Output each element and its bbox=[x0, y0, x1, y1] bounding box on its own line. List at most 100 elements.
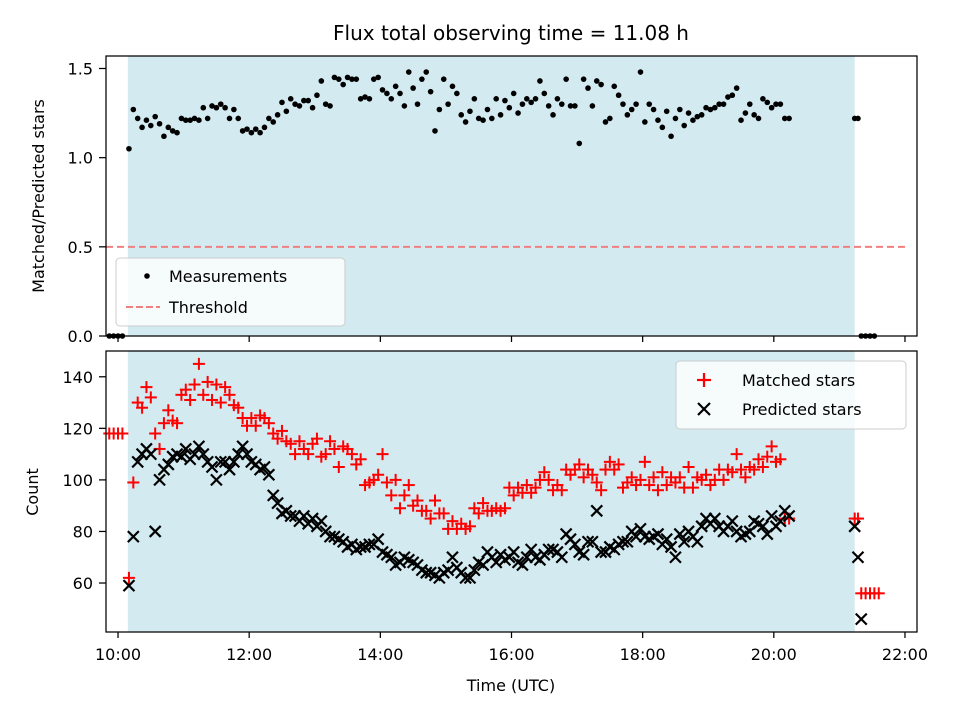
measurement-point bbox=[213, 104, 220, 111]
matched-star-point bbox=[765, 440, 778, 453]
predicted-star-point bbox=[590, 504, 604, 518]
matched-star-point bbox=[752, 453, 765, 466]
measurement-point bbox=[143, 117, 150, 124]
measurement-point bbox=[231, 106, 237, 113]
measurement-point bbox=[698, 112, 705, 118]
matched-star-point bbox=[660, 479, 673, 492]
measurement-point bbox=[139, 124, 145, 131]
measurement-point bbox=[222, 104, 228, 111]
measurement-point bbox=[690, 117, 696, 124]
matched-star-point bbox=[302, 448, 315, 461]
matched-star-point bbox=[223, 388, 236, 401]
predicted-star-point bbox=[634, 522, 647, 536]
measurement-point bbox=[558, 101, 565, 107]
predicted-star-point bbox=[153, 473, 166, 487]
matched-star-point bbox=[171, 417, 184, 430]
chart-title: Flux total observing time = 11.08 h bbox=[333, 21, 689, 45]
measurement-point bbox=[148, 122, 154, 129]
measurement-point bbox=[484, 106, 491, 113]
measurement-point bbox=[589, 103, 596, 109]
measurement-point bbox=[349, 76, 355, 82]
matched-star-point bbox=[573, 458, 586, 471]
matched-star-point bbox=[402, 479, 415, 492]
measurement-point bbox=[161, 133, 167, 140]
matched-star-point bbox=[463, 520, 476, 533]
predicted-star-point bbox=[284, 509, 297, 523]
measurement-point bbox=[327, 103, 333, 109]
measurement-point bbox=[187, 117, 193, 124]
predicted-star-point bbox=[223, 463, 236, 476]
predicted-star-point bbox=[227, 455, 241, 469]
measurement-point bbox=[331, 74, 338, 81]
matched-star-point bbox=[498, 502, 511, 515]
measurement-point bbox=[292, 101, 298, 107]
measurement-point bbox=[405, 69, 412, 75]
predicted-star-point bbox=[262, 468, 276, 482]
top-y-axis-label: Matched/Predicted stars bbox=[29, 99, 48, 293]
x-tick-label: 20:00 bbox=[751, 645, 797, 664]
matched-star-point bbox=[144, 391, 157, 404]
predicted-star-point bbox=[555, 550, 569, 564]
matched-stars-series bbox=[103, 357, 885, 600]
legend-label-measurements: Measurements bbox=[169, 267, 287, 286]
y-tick-label: 0.5 bbox=[68, 238, 93, 257]
measurement-point bbox=[353, 76, 360, 82]
predicted-star-point bbox=[315, 514, 328, 528]
measurement-point bbox=[703, 104, 709, 111]
matched-star-point bbox=[477, 497, 490, 510]
measurement-point bbox=[733, 85, 740, 91]
predicted-star-point bbox=[258, 460, 271, 474]
predicted-star-point bbox=[210, 473, 223, 487]
measurement-point bbox=[191, 115, 198, 122]
bottom-y-axis-label: Count bbox=[23, 468, 42, 516]
matched-star-point bbox=[507, 489, 520, 502]
matched-star-point bbox=[420, 504, 433, 517]
predicted-star-point bbox=[695, 520, 708, 533]
measurement-point bbox=[725, 94, 731, 100]
measurement-point bbox=[510, 90, 517, 97]
matched-star-point bbox=[127, 476, 140, 489]
measurement-point bbox=[419, 76, 425, 82]
legend-marker-predicted bbox=[697, 402, 711, 416]
measurement-point bbox=[711, 104, 718, 111]
measurement-point bbox=[677, 106, 683, 113]
matched-star-point bbox=[122, 571, 135, 584]
measurement-point bbox=[252, 126, 259, 132]
measurement-point bbox=[436, 106, 443, 113]
legend-label-predicted: Predicted stars bbox=[742, 400, 862, 419]
matched-star-point bbox=[179, 383, 192, 396]
measurement-point bbox=[532, 96, 539, 102]
matched-star-point bbox=[310, 432, 323, 445]
measurement-point bbox=[209, 103, 215, 109]
measurement-point bbox=[283, 108, 290, 115]
matched-star-point bbox=[634, 473, 647, 486]
matched-star-point bbox=[275, 424, 288, 437]
matched-star-point bbox=[673, 471, 686, 484]
y-tick-label: 1.5 bbox=[68, 59, 93, 78]
measurement-point bbox=[480, 117, 486, 124]
y-tick-label: 80 bbox=[73, 522, 93, 541]
measurement-point bbox=[685, 110, 692, 116]
measurement-point bbox=[751, 112, 757, 118]
measurement-point bbox=[777, 101, 784, 107]
y-tick-label: 120 bbox=[62, 419, 93, 438]
measurement-point bbox=[729, 92, 736, 99]
measurement-point bbox=[681, 122, 687, 129]
matched-star-point bbox=[730, 448, 743, 461]
measurement-point bbox=[274, 112, 281, 118]
predicted-star-point bbox=[323, 530, 337, 543]
measurement-point bbox=[340, 81, 346, 88]
predicted-star-point bbox=[419, 566, 433, 579]
predicted-star-point bbox=[691, 535, 704, 549]
matched-star-point bbox=[188, 378, 201, 391]
predicted-star-point bbox=[306, 512, 319, 525]
measurement-point bbox=[370, 76, 377, 82]
predicted-star-point bbox=[127, 530, 140, 543]
matched-star-point bbox=[446, 515, 459, 528]
measurement-point bbox=[440, 76, 447, 82]
measurement-point bbox=[200, 104, 207, 111]
matched-star-point bbox=[354, 453, 367, 466]
measurement-point bbox=[410, 85, 416, 91]
measurement-point bbox=[506, 104, 513, 111]
matched-star-point bbox=[739, 471, 752, 484]
